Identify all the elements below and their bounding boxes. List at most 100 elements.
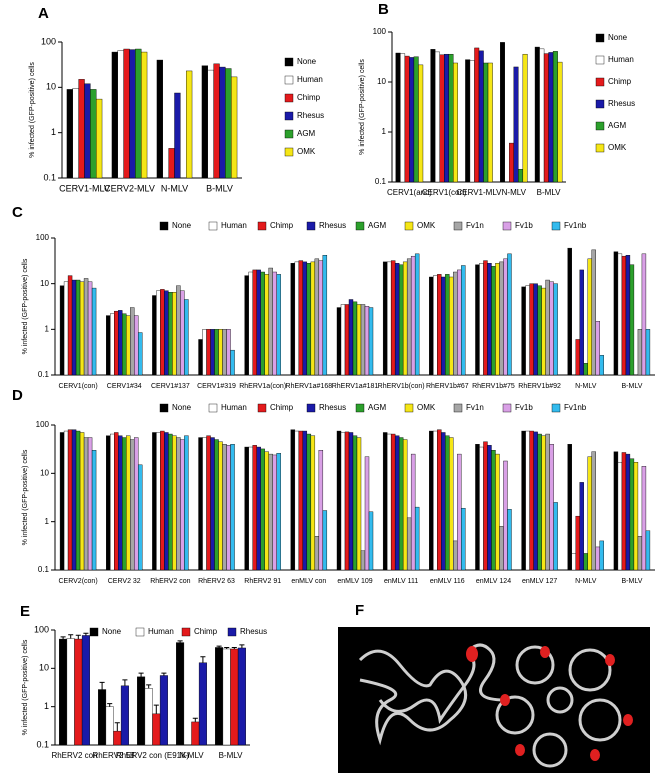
bar xyxy=(160,289,165,376)
bar xyxy=(79,281,85,376)
bar xyxy=(276,274,281,376)
legend-label: Chimp xyxy=(194,627,218,636)
bar xyxy=(483,441,488,571)
error-bar xyxy=(192,717,198,722)
bar xyxy=(160,430,165,571)
legend-swatch xyxy=(284,129,294,139)
bar xyxy=(90,89,97,179)
bar xyxy=(356,304,362,376)
legend-label: OMK xyxy=(608,143,627,152)
bar xyxy=(641,253,647,376)
bar xyxy=(360,304,366,376)
x-tick-label: CERV2-MLV xyxy=(104,183,155,193)
bar xyxy=(368,511,374,571)
bar xyxy=(645,329,651,376)
legend-label: OMK xyxy=(297,147,316,156)
bar xyxy=(557,61,563,183)
bar xyxy=(513,66,519,183)
error-bar xyxy=(60,636,66,640)
bar xyxy=(495,263,500,376)
legend-swatch xyxy=(595,55,605,65)
bar xyxy=(521,430,526,571)
legend-swatch xyxy=(284,93,294,103)
x-tick-label: CERV1-MLV xyxy=(59,183,110,193)
bar xyxy=(294,261,300,376)
legend-swatch xyxy=(595,143,605,153)
bar xyxy=(314,536,320,571)
y-tick-label: 10 xyxy=(46,82,56,92)
bar xyxy=(340,304,346,376)
bar xyxy=(613,251,619,376)
legend-swatch xyxy=(595,121,605,131)
y-tick-label: 0.1 xyxy=(375,177,387,186)
bar xyxy=(180,439,185,571)
legend-label: OMK xyxy=(417,403,436,412)
bar xyxy=(206,329,211,376)
bar xyxy=(106,315,111,376)
legend-swatch xyxy=(181,627,191,637)
bar xyxy=(549,444,554,571)
bar xyxy=(465,59,471,183)
x-tick-label: CERV1(anc) xyxy=(387,188,432,197)
x-tick-label: RhERV1b(con) xyxy=(378,383,425,390)
legend-label: None xyxy=(297,57,317,66)
x-tick-label: RhERV2 91 xyxy=(244,578,281,585)
legend-label: Fv1b xyxy=(515,221,533,230)
bar xyxy=(336,430,342,571)
x-tick-label: enMLV 116 xyxy=(430,578,465,585)
panel-letter: B xyxy=(378,1,389,18)
bar xyxy=(414,506,420,571)
bar xyxy=(429,430,434,571)
bar xyxy=(491,266,496,376)
bar xyxy=(184,299,189,376)
y-tick-label: 0.1 xyxy=(43,172,56,182)
bar xyxy=(445,274,450,376)
y-axis-label: % infected (GFP-positive) cells xyxy=(22,639,29,735)
bar xyxy=(230,349,235,376)
bar xyxy=(122,313,127,376)
y-tick-label: 100 xyxy=(36,233,50,242)
error-bar xyxy=(239,644,245,648)
bar xyxy=(59,285,65,376)
legend-swatch xyxy=(502,221,512,231)
bar xyxy=(264,451,269,571)
y-tick-label: 1 xyxy=(382,127,387,136)
bar xyxy=(469,60,475,183)
bar xyxy=(571,553,576,571)
bar xyxy=(529,283,534,376)
x-tick-label: RhERV1a#168 xyxy=(286,383,333,390)
bar xyxy=(344,431,350,571)
bar xyxy=(111,51,118,179)
bar xyxy=(429,276,434,376)
legend-swatch xyxy=(404,221,414,231)
bar xyxy=(226,445,231,571)
y-axis-label: % infected (GFP-positive) cells xyxy=(359,59,366,155)
bar xyxy=(215,647,224,746)
bar xyxy=(176,437,181,571)
bar xyxy=(322,255,328,376)
bar xyxy=(629,264,635,376)
bar xyxy=(509,142,515,183)
bar xyxy=(294,430,300,571)
bar xyxy=(539,48,545,183)
bar xyxy=(306,263,312,376)
x-tick-label: enMLV 111 xyxy=(384,578,418,585)
bar xyxy=(430,49,436,183)
bar xyxy=(398,264,404,376)
error-bar xyxy=(161,672,167,676)
y-tick-label: 0.1 xyxy=(38,565,50,574)
bar xyxy=(595,546,600,571)
legend-label: Fv1b xyxy=(515,403,533,412)
bar xyxy=(599,540,604,571)
bar xyxy=(81,635,90,746)
bar xyxy=(575,339,580,376)
bar xyxy=(617,461,623,571)
bar xyxy=(87,437,93,571)
bar xyxy=(118,310,123,376)
bar xyxy=(310,261,316,376)
bar xyxy=(364,456,370,571)
bar xyxy=(226,329,231,376)
bar xyxy=(110,433,115,571)
y-axis-label: % infected (GFP-positive) cells xyxy=(22,449,29,545)
x-tick-label: RhERV1a#181 xyxy=(332,383,379,390)
